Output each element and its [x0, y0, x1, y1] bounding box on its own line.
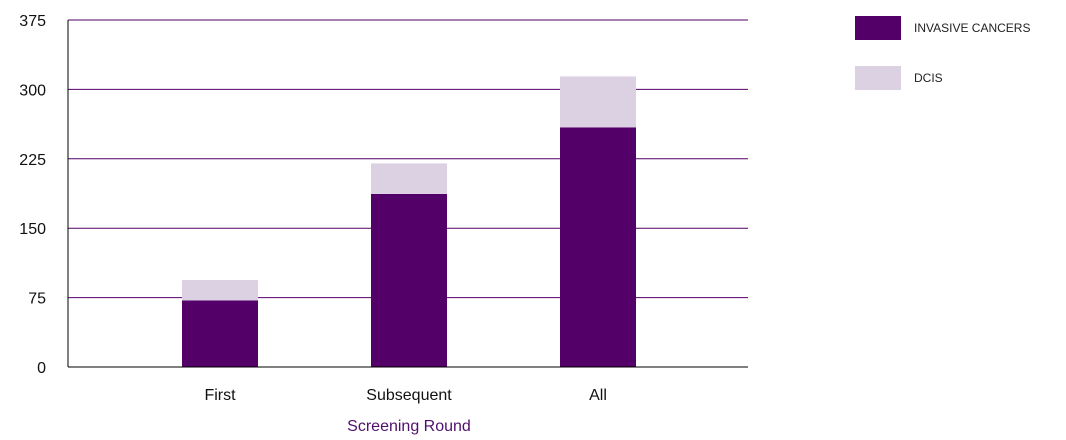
x-axis-title: Screening Round [347, 418, 471, 435]
y-tick-label: 225 [19, 152, 46, 169]
legend-swatch [855, 16, 901, 40]
y-tick-label: 75 [28, 291, 46, 308]
bar-all-invasive [560, 127, 636, 367]
bar-first-invasive [182, 300, 258, 367]
y-tick-labels: 0 75 150 225 300 375 [19, 13, 46, 377]
bar-subsequent-dcis [371, 163, 447, 194]
x-tick-label: All [589, 387, 607, 404]
y-tick-label: 375 [19, 13, 46, 30]
bar-first-dcis [182, 280, 258, 301]
x-tick-label: First [204, 387, 236, 404]
y-tick-label: 300 [19, 82, 46, 99]
bars [182, 76, 636, 367]
bar-subsequent-invasive [371, 193, 447, 367]
legend-label: INVASIVE CANCERS [914, 21, 1030, 35]
legend-swatch [855, 66, 901, 90]
legend-label: DCIS [914, 71, 943, 85]
x-tick-labels: First Subsequent All [204, 387, 606, 404]
bar-all-dcis [560, 76, 636, 128]
x-tick-label: Subsequent [366, 387, 452, 404]
y-tick-label: 150 [19, 221, 46, 238]
axes [67, 20, 748, 368]
legend: INVASIVE CANCERS DCIS [855, 16, 1030, 90]
y-tick-label: 0 [37, 360, 46, 377]
